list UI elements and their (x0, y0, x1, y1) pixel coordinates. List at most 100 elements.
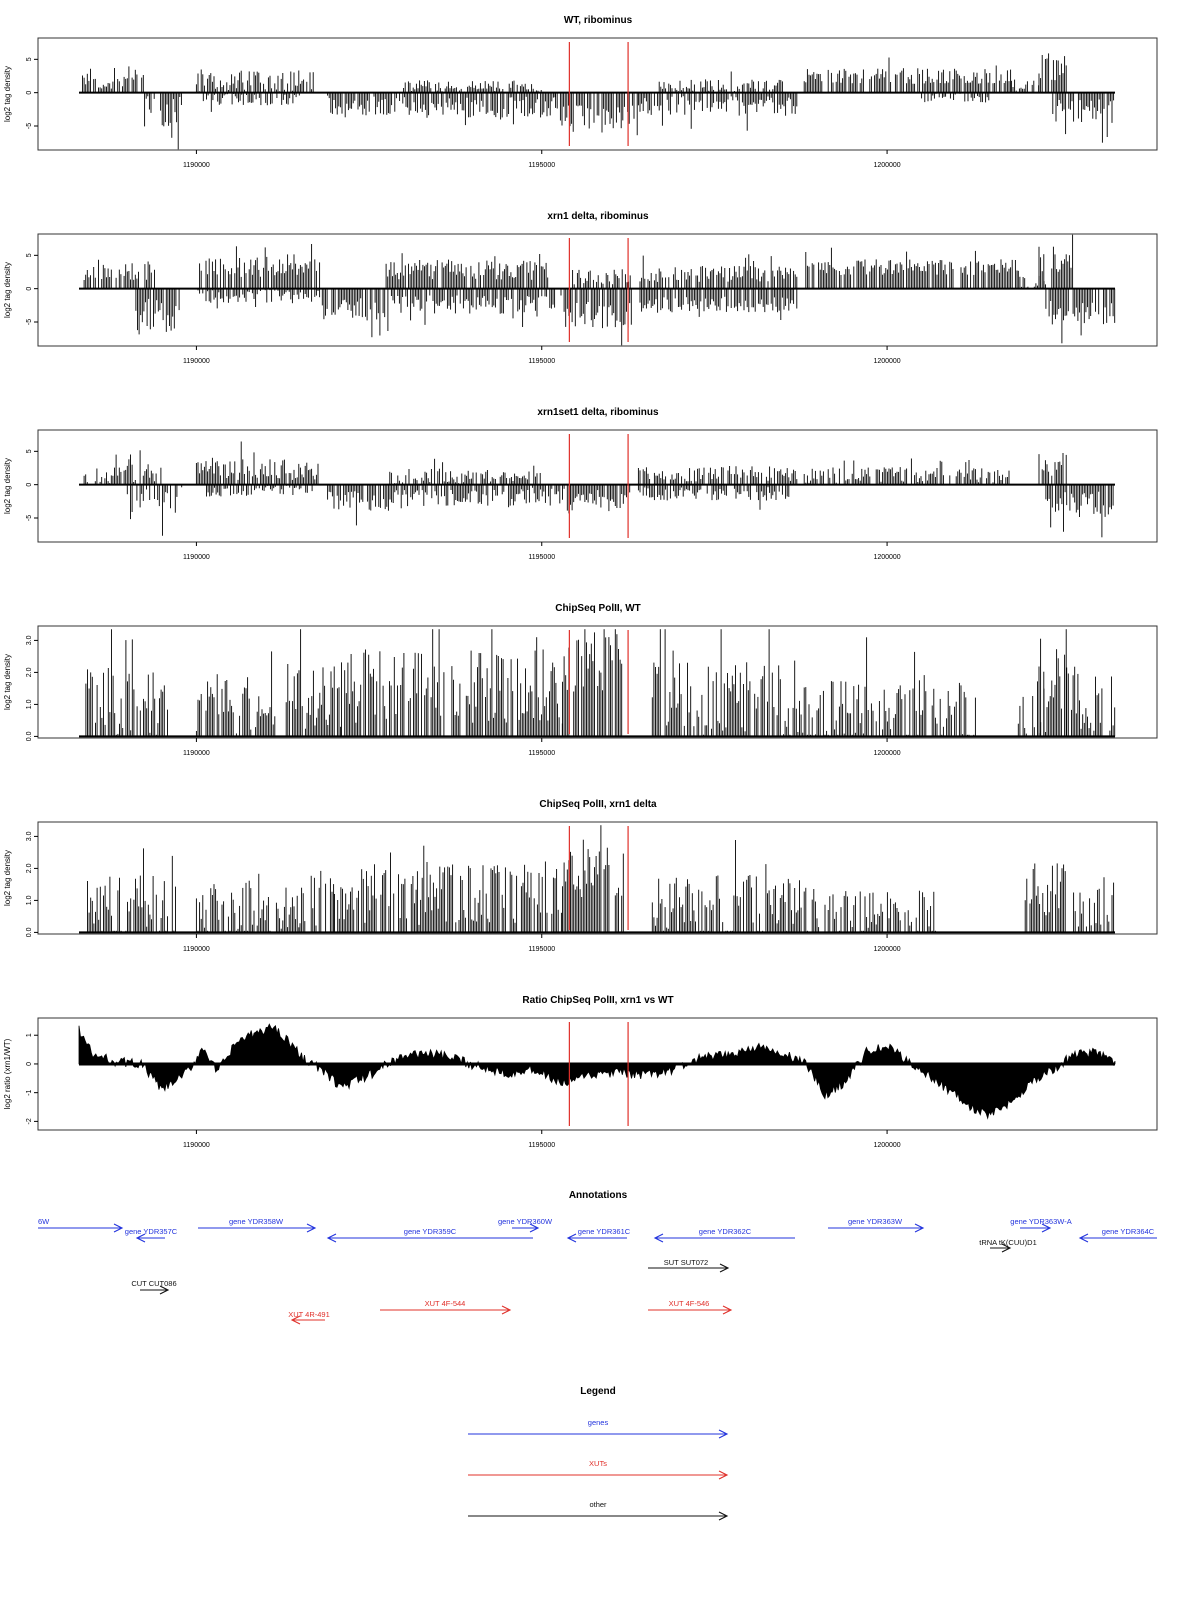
annotation-arrow-head (529, 1223, 540, 1233)
annotation-arrow-head (722, 1305, 733, 1315)
y-axis-label: log2 tag density (3, 458, 12, 514)
x-tick-label: 1195000 (528, 554, 555, 561)
data-bars-segment (327, 92, 417, 118)
data-bars-segment (82, 66, 144, 93)
annotation-feature: gene YDR359C (326, 1227, 533, 1243)
data-bars-segment (921, 92, 991, 103)
data-bars-segment (87, 848, 176, 933)
data-bars-segment (637, 92, 798, 131)
x-tick-label: 1200000 (873, 946, 900, 953)
y-tick-label: 0.0 (26, 731, 33, 741)
legend-arrow-head (718, 1511, 729, 1521)
plot-frame (37, 37, 1158, 151)
x-tick-label: 1195000 (528, 1142, 555, 1149)
data-bars-segment (195, 873, 300, 933)
x-tick-label: 1200000 (873, 750, 900, 757)
data-bars-segment (85, 629, 168, 737)
data-bars-segment (562, 484, 631, 514)
annotation-feature: gene YDR364C (1078, 1227, 1157, 1243)
data-bars-segment (1045, 288, 1116, 344)
data-bars-segment (562, 825, 624, 933)
data-bars-segment (1045, 484, 1114, 538)
data-bars-segment (555, 92, 638, 136)
annotation-label: gene YDR361C (578, 1227, 631, 1236)
legend-arrow-head (718, 1429, 729, 1439)
data-bars-segment (199, 244, 321, 289)
legend-title: Legend (580, 1386, 616, 1397)
plot-frame (37, 1017, 1158, 1131)
chart-panel-4: ChipSeq PolII, WT log2 tag density 0.0 1.0 2… (3, 603, 1158, 757)
data-bars-segment (202, 484, 313, 497)
annotation-arrow-head (566, 1233, 577, 1243)
y-axis-label: log2 tag density (3, 654, 12, 710)
plot-frame (37, 821, 1158, 935)
y-tick-label: 0 (26, 287, 33, 291)
plot-frame (37, 233, 1158, 347)
legend-label: other (589, 1500, 607, 1509)
annotation-arrow-head (290, 1315, 301, 1325)
y-tick-label: 1.0 (26, 699, 33, 709)
y-tick-label: 5 (26, 57, 33, 61)
y-tick-label: -1 (26, 1089, 33, 1095)
annotation-arrow-head (1041, 1223, 1052, 1233)
data-bars-segment (299, 870, 335, 933)
legend-item: XUTs (468, 1459, 729, 1480)
annotation-arrow-head (914, 1223, 925, 1233)
data-bars-segment (144, 92, 182, 150)
annotation-feature: XUT 4R-491 (288, 1310, 330, 1325)
data-bars-segment (1024, 863, 1066, 933)
data-bars-segment (416, 92, 556, 126)
annotation-label: XUT 4F-546 (669, 1299, 710, 1308)
annotation-arrow-head (501, 1305, 512, 1315)
annotation-feature: gene YDR358W (198, 1217, 317, 1233)
y-tick-label: 0 (26, 483, 33, 487)
annotation-label: XUT 4R-491 (288, 1310, 330, 1319)
y-axis-label: log2 ratio (xrn1/WT) (3, 1038, 12, 1109)
data-bars-segment (285, 629, 342, 737)
plot-frame (37, 625, 1158, 739)
annotation-feature: gene YDR360W (498, 1217, 553, 1233)
legend-arrow-head (718, 1470, 729, 1480)
data-bars-segment (202, 92, 300, 112)
data-bars-segment (327, 484, 418, 526)
chart-title: ChipSeq PolII, WT (555, 603, 641, 614)
legend-label: genes (588, 1418, 609, 1427)
data-bars-segment (637, 466, 798, 485)
data-bars-segment (651, 840, 802, 933)
data-bars-segment (389, 458, 541, 485)
data-bars-segment (639, 254, 798, 289)
annotation-feature: SUT SUT072 (648, 1258, 730, 1273)
chart-panel-1: WT, ribominus log2 tag density -5 0 5 1190000… (3, 15, 1158, 169)
data-bars-segment (195, 651, 276, 737)
y-tick-label: -2 (26, 1118, 33, 1124)
y-tick-label: 1 (26, 1033, 33, 1037)
data-bars-segment (385, 253, 549, 289)
x-tick-label: 1190000 (183, 1142, 210, 1149)
annotation-arrow-head (306, 1223, 317, 1233)
x-tick-label: 1190000 (183, 162, 210, 169)
data-bars-segment (1017, 681, 1046, 737)
data-bars-segment (126, 484, 183, 536)
data-bars-segment (658, 71, 783, 93)
data-bars-segment (83, 259, 155, 289)
x-tick-label: 1190000 (183, 358, 210, 365)
x-tick-label: 1200000 (873, 554, 900, 561)
data-bars-segment (197, 288, 321, 309)
y-tick-label: 0 (26, 91, 33, 95)
chart-panel-2: xrn1 delta, ribominus log2 tag density -5 0… (3, 211, 1158, 365)
chart-title: ChipSeq PolII, xrn1 delta (539, 799, 657, 810)
y-tick-label: 5 (26, 449, 33, 453)
annotation-label: gene YDR360W (498, 1217, 553, 1226)
annotation-feature: 6W (38, 1217, 124, 1233)
data-bars-segment (651, 629, 804, 737)
data-bars-segment (195, 441, 319, 485)
annotation-label: XUT 4F-544 (425, 1299, 466, 1308)
data-bars-segment (82, 450, 162, 485)
y-axis-label: log2 tag density (3, 262, 12, 318)
data-bars-segment (1038, 234, 1074, 289)
annotation-arrow-head (159, 1285, 170, 1295)
y-tick-label: 3.0 (26, 635, 33, 645)
chart-panel-3: xrn1set1 delta, ribominus log2 tag densit… (3, 407, 1158, 561)
data-bars-segment (803, 637, 976, 737)
